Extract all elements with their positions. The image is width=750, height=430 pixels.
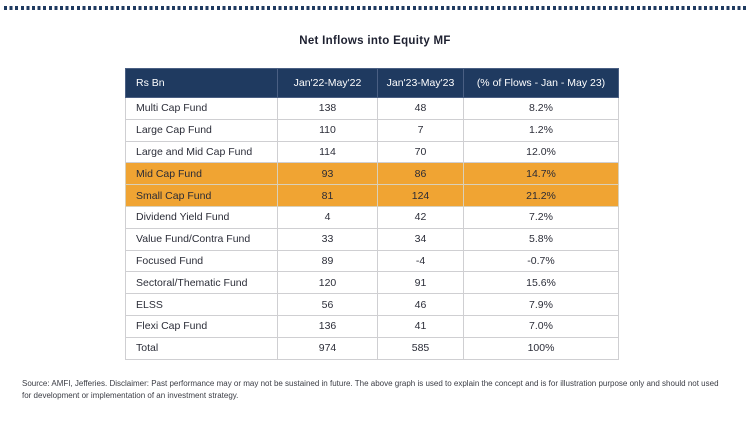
value-cell: 7 [377, 118, 464, 142]
value-cell: 89 [277, 249, 378, 273]
value-cell: 34 [377, 227, 464, 251]
value-cell: 15.6% [463, 271, 619, 295]
table-row: Total 974 585 100% [125, 336, 619, 360]
table-row: Large and Mid Cap Fund 114 70 12.0% [125, 140, 619, 164]
value-cell: 110 [277, 118, 378, 142]
column-header-rs-bn: Rs Bn [125, 68, 278, 98]
table-row: Large Cap Fund 110 7 1.2% [125, 118, 619, 142]
value-cell: 124 [377, 184, 464, 207]
table-row: Focused Fund 89 -4 -0.7% [125, 249, 619, 273]
value-cell: 33 [277, 227, 378, 251]
table-row: Sectoral/Thematic Fund 120 91 15.6% [125, 271, 619, 295]
value-cell: 48 [377, 97, 464, 120]
value-cell: 93 [277, 162, 378, 186]
value-cell: 14.7% [463, 162, 619, 186]
value-cell: 42 [377, 205, 464, 229]
page-title: Net Inflows into Equity MF [299, 35, 451, 47]
value-cell: 7.2% [463, 205, 619, 229]
column-header-pct-flows: (% of Flows - Jan - May 23) [463, 68, 619, 98]
value-cell: 974 [277, 336, 378, 360]
fund-name-cell: Value Fund/Contra Fund [125, 227, 278, 251]
fund-name-cell: Focused Fund [125, 249, 278, 273]
fund-name-cell: Total [125, 336, 278, 360]
table-row: Dividend Yield Fund 4 42 7.2% [125, 205, 619, 229]
value-cell: -4 [377, 249, 464, 273]
value-cell: 585 [377, 336, 464, 360]
value-cell: -0.7% [463, 249, 619, 273]
fund-name-cell: Dividend Yield Fund [125, 205, 278, 229]
column-header-jan23-may23: Jan'23-May'23 [377, 68, 464, 98]
fund-name-cell: Large and Mid Cap Fund [125, 140, 278, 164]
table-row: Multi Cap Fund 138 48 8.2% [125, 97, 619, 120]
value-cell: 136 [277, 314, 378, 338]
value-cell: 81 [277, 184, 378, 207]
value-cell: 56 [277, 293, 378, 316]
value-cell: 12.0% [463, 140, 619, 164]
value-cell: 120 [277, 271, 378, 295]
fund-name-cell: Large Cap Fund [125, 118, 278, 142]
fund-name-cell: Multi Cap Fund [125, 97, 278, 120]
table-body: Multi Cap Fund 138 48 8.2% Large Cap Fund 110… [125, 97, 619, 360]
value-cell: 7.9% [463, 293, 619, 316]
value-cell: 114 [277, 140, 378, 164]
fund-name-cell: Small Cap Fund [125, 184, 278, 207]
table-row: Flexi Cap Fund 136 41 7.0% [125, 314, 619, 338]
column-header-jan22-may22: Jan'22-May'22 [277, 68, 378, 98]
value-cell: 100% [463, 336, 619, 360]
dotted-divider [4, 6, 746, 10]
value-cell: 7.0% [463, 314, 619, 338]
equity-inflows-table: Rs Bn Jan'22-May'22 Jan'23-May'23 (% of … [125, 68, 619, 360]
value-cell: 4 [277, 205, 378, 229]
fund-name-cell: ELSS [125, 293, 278, 316]
value-cell: 91 [377, 271, 464, 295]
table-row: Mid Cap Fund 93 86 14.7% [125, 162, 619, 186]
value-cell: 138 [277, 97, 378, 120]
fund-name-cell: Flexi Cap Fund [125, 314, 278, 338]
table-row: Value Fund/Contra Fund 33 34 5.8% [125, 227, 619, 251]
table-row: Small Cap Fund 81 124 21.2% [125, 184, 619, 207]
value-cell: 86 [377, 162, 464, 186]
table-row: ELSS 56 46 7.9% [125, 293, 619, 316]
value-cell: 70 [377, 140, 464, 164]
fund-name-cell: Mid Cap Fund [125, 162, 278, 186]
value-cell: 8.2% [463, 97, 619, 120]
value-cell: 41 [377, 314, 464, 338]
fund-name-cell: Sectoral/Thematic Fund [125, 271, 278, 295]
value-cell: 5.8% [463, 227, 619, 251]
table-header-row: Rs Bn Jan'22-May'22 Jan'23-May'23 (% of … [125, 68, 619, 98]
source-disclaimer: Source: AMFI, Jefferies. Disclaimer: Pas… [22, 379, 719, 401]
value-cell: 1.2% [463, 118, 619, 142]
value-cell: 46 [377, 293, 464, 316]
value-cell: 21.2% [463, 184, 619, 207]
